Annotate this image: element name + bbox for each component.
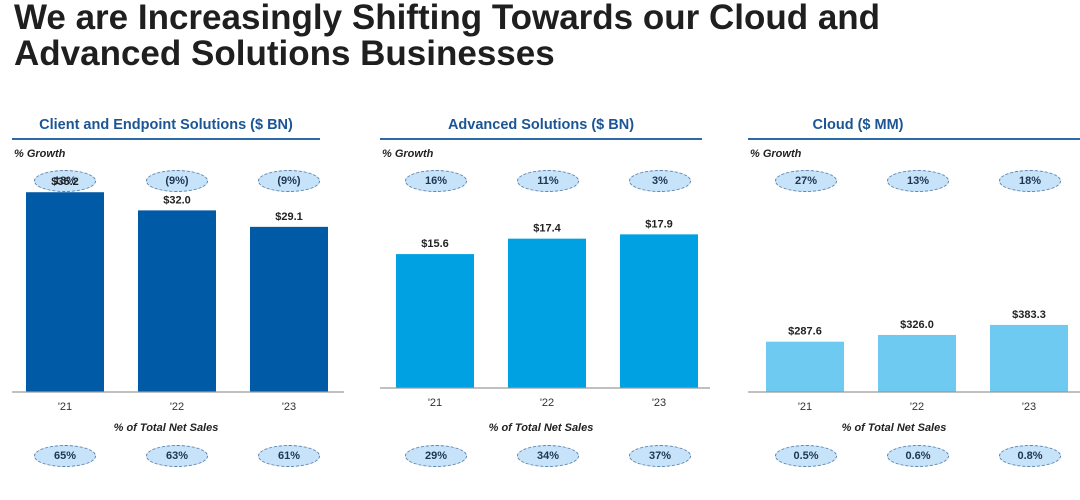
- bar: [138, 210, 216, 392]
- bar: [250, 226, 328, 392]
- panel-title: Advanced Solutions ($ BN): [447, 117, 635, 133]
- x-tick-label: '23: [652, 397, 666, 409]
- bar: [878, 334, 956, 392]
- page-title-line1: We are Increasingly Shifting Towards our…: [14, 0, 881, 37]
- growth-bubble: 3%: [629, 170, 691, 192]
- bar: [26, 192, 104, 392]
- growth-bubble: 13%: [887, 170, 949, 192]
- page-title-line2: Advanced Solutions Businesses: [14, 34, 555, 73]
- growth-label: % Growth: [750, 148, 802, 160]
- growth-bubble: 27%: [775, 170, 837, 192]
- bar-value-label: $35.2: [51, 176, 79, 188]
- share-label: % of Total Net Sales: [113, 422, 219, 434]
- panel-divider: [748, 138, 1080, 140]
- bar-value-label: $32.0: [163, 194, 191, 206]
- x-tick-label: '21: [428, 397, 442, 409]
- growth-label: % Growth: [14, 148, 66, 160]
- x-tick-label: '22: [910, 401, 924, 413]
- share-bubble: 0.5%: [775, 445, 837, 467]
- growth-label: % Growth: [382, 148, 434, 160]
- growth-bubble: 13%: [34, 170, 96, 192]
- share-bubble: 0.6%: [887, 445, 949, 467]
- bar: [508, 238, 586, 388]
- bar: [766, 341, 844, 392]
- bar-chart: $287.6 '21 $326.0 '22 $383.3 '23: [748, 309, 1080, 413]
- share-bubble: 34%: [517, 445, 579, 467]
- x-tick-label: '21: [798, 401, 812, 413]
- bar-value-label: $15.6: [421, 238, 449, 250]
- x-tick-label: '23: [282, 401, 296, 413]
- bar-value-label: $17.9: [645, 218, 673, 230]
- bar-chart: $35.2 '21 $32.0 '22 $29.1 '23: [12, 176, 344, 413]
- share-bubble: 63%: [146, 445, 208, 467]
- bar-value-label: $326.0: [900, 319, 934, 331]
- bar: [620, 234, 698, 388]
- bar: [396, 254, 474, 388]
- panel-title: Cloud ($ MM): [812, 117, 904, 133]
- panel-title: Client and Endpoint Solutions ($ BN): [39, 117, 293, 133]
- panel-divider: [12, 138, 320, 140]
- bar-value-label: $17.4: [533, 223, 561, 235]
- x-tick-label: '22: [170, 401, 184, 413]
- x-tick-label: '23: [1022, 401, 1036, 413]
- x-tick-label: '21: [58, 401, 72, 413]
- share-label: % of Total Net Sales: [841, 422, 947, 434]
- growth-bubble: 16%: [405, 170, 467, 192]
- share-bubble: 0.8%: [999, 445, 1061, 467]
- share-label: % of Total Net Sales: [488, 422, 594, 434]
- bar-value-label: $287.6: [788, 326, 822, 338]
- panel-divider: [380, 138, 702, 140]
- growth-bubble: (9%): [258, 170, 320, 192]
- panel-client-endpoint: Client and Endpoint Solutions ($ BN) % G…: [12, 112, 344, 500]
- share-bubble: 61%: [258, 445, 320, 467]
- x-tick-label: '22: [540, 397, 554, 409]
- bar: [990, 324, 1068, 392]
- bar-value-label: $29.1: [275, 211, 303, 223]
- bar-value-label: $383.3: [1012, 309, 1046, 321]
- panel-cloud: Cloud ($ MM) % Growth 27% 13% 18% $287.6…: [748, 112, 1080, 500]
- growth-bubble: 11%: [517, 170, 579, 192]
- growth-bubble: (9%): [146, 170, 208, 192]
- growth-bubble: 18%: [999, 170, 1061, 192]
- share-bubble: 29%: [405, 445, 467, 467]
- panel-advanced-solutions: Advanced Solutions ($ BN) % Growth 16% 1…: [380, 112, 710, 500]
- share-bubble: 37%: [629, 445, 691, 467]
- page-title: We are Increasingly Shifting Towards our…: [14, 0, 880, 72]
- share-bubble: 65%: [34, 445, 96, 467]
- bar-chart: $15.6 '21 $17.4 '22 $17.9 '23: [380, 218, 710, 409]
